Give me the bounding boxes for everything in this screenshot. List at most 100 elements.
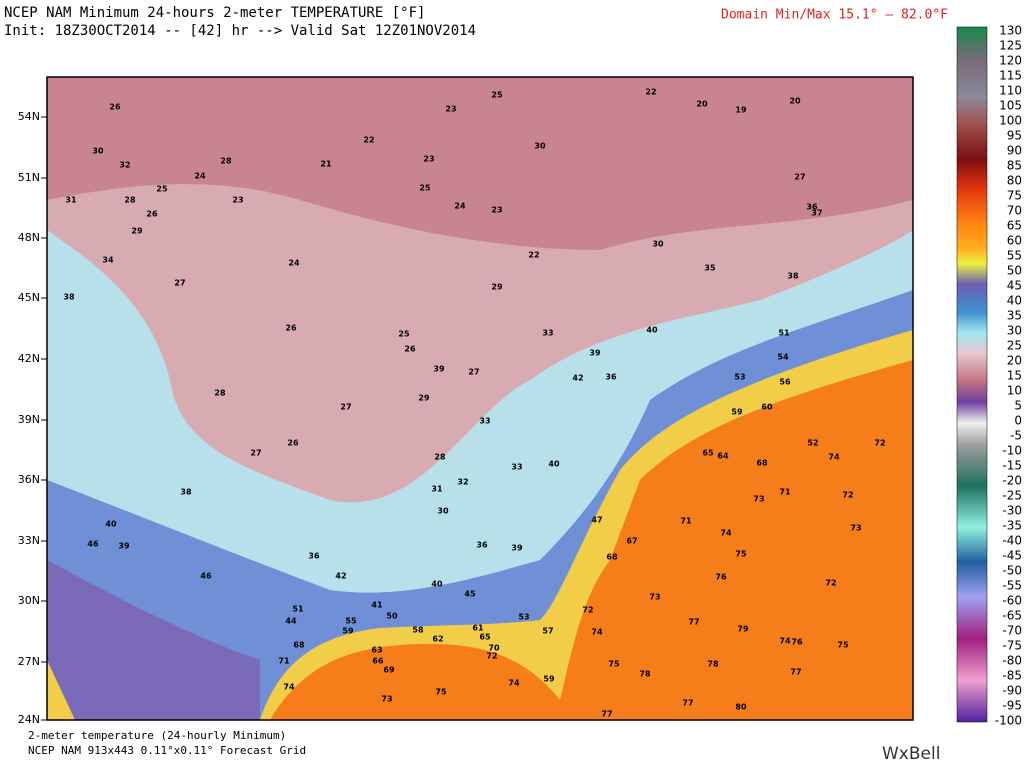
station-value: 27	[174, 279, 185, 288]
colorbar-label: 95	[1007, 129, 1022, 143]
colorbar-label: 65	[1007, 219, 1022, 233]
latitude-label: 42N	[18, 352, 40, 365]
station-value: 58	[412, 626, 424, 635]
station-value: 24	[194, 172, 206, 181]
station-value: 75	[608, 660, 620, 669]
latitude-label: 24N	[18, 713, 40, 726]
colorbar-label: 70	[1007, 204, 1022, 218]
latitude-label: 27N	[18, 655, 40, 668]
colorbar-label: -25	[1002, 489, 1022, 503]
station-value: 54	[777, 353, 789, 362]
station-value: 50	[386, 612, 398, 621]
brand: WxBell	[882, 744, 940, 764]
station-value: 40	[431, 580, 443, 589]
colorbar-label: -85	[1002, 669, 1022, 683]
station-value: 40	[548, 460, 560, 469]
station-value: 56	[779, 378, 791, 387]
colorbar-label: 115	[999, 69, 1022, 83]
station-value: 63	[371, 646, 382, 655]
colorbar-label: 85	[1007, 159, 1022, 173]
station-value: 61	[472, 624, 484, 633]
station-value: 73	[753, 495, 764, 504]
station-value: 51	[778, 329, 790, 338]
latitude-label: 51N	[18, 171, 40, 184]
station-value: 73	[850, 524, 861, 533]
station-value: 72	[486, 652, 497, 661]
colorbar-labels: 1301251201151101051009590858075706560555…	[995, 24, 1022, 728]
station-value: 32	[119, 161, 130, 170]
station-value: 68	[606, 553, 618, 562]
station-value: 74	[283, 683, 295, 692]
station-value: 30	[652, 240, 664, 249]
colorbar-label: -45	[1002, 549, 1022, 563]
station-value: 22	[363, 136, 374, 145]
station-value: 27	[340, 403, 351, 412]
init-line: Init: 18Z30OCT2014 -- [42] hr --> Valid …	[4, 23, 476, 39]
station-value: 39	[433, 365, 445, 374]
map-frame	[46, 76, 914, 721]
station-value: 72	[825, 579, 836, 588]
station-values: 26 30 32 25 31 28 26 24 23 28 22 21 23 25 24 23 22 25 23 30…	[63, 88, 885, 719]
station-value: 59	[731, 408, 743, 417]
station-value: 68	[293, 641, 305, 650]
colorbar-label: -10	[1002, 444, 1022, 458]
station-value: 73	[649, 593, 660, 602]
station-value: 60	[761, 403, 773, 412]
station-value: 39	[589, 349, 601, 358]
station-value: 20	[696, 100, 708, 109]
station-value: 46	[200, 572, 212, 581]
colorbar-label: -90	[1002, 684, 1022, 698]
colorbar	[956, 26, 988, 723]
colorbar-label: 110	[999, 84, 1022, 98]
colorbar-label: -65	[1002, 609, 1022, 623]
station-value: 28	[214, 389, 226, 398]
colorbar-label: -15	[1002, 459, 1022, 473]
colorbar-label: 100	[999, 114, 1022, 128]
station-value: 26	[287, 439, 299, 448]
station-value: 31	[65, 196, 77, 205]
domain-minmax: Domain Min/Max 15.1° – 82.0°F	[721, 8, 948, 23]
station-value: 23	[232, 196, 243, 205]
station-value: 19	[735, 106, 747, 115]
station-value: 71	[779, 488, 791, 497]
station-value: 62	[432, 635, 443, 644]
colorbar-label: -55	[1002, 579, 1022, 593]
colorbar-label: 60	[1007, 234, 1022, 248]
station-value: 26	[146, 210, 158, 219]
colorbar-label: -75	[1002, 639, 1022, 653]
colorbar-label: -60	[1002, 594, 1022, 608]
station-value: 35	[704, 264, 716, 273]
station-value: 36	[806, 203, 818, 212]
station-value: 39	[511, 544, 523, 553]
station-value: 71	[680, 517, 692, 526]
colorbar-label: 25	[1007, 339, 1022, 353]
station-value: 33	[511, 463, 522, 472]
station-value: 24	[288, 259, 300, 268]
station-value: 52	[807, 439, 818, 448]
colorbar-label: 130	[999, 24, 1022, 38]
station-value: 73	[381, 695, 392, 704]
station-value: 38	[787, 272, 799, 281]
map	[46, 76, 914, 721]
colorbar-label: -35	[1002, 519, 1022, 533]
station-value: 26	[404, 345, 416, 354]
station-value: 64	[717, 452, 729, 461]
station-value: 46	[87, 540, 99, 549]
colorbar-label: 35	[1007, 309, 1022, 323]
ocean-warm	[270, 360, 913, 720]
colorbar-label: 30	[1007, 324, 1022, 338]
station-value: 38	[180, 488, 192, 497]
footer-line1: 2-meter temperature (24-hourly Minimum)	[28, 729, 286, 742]
colorbar-label: 75	[1007, 189, 1022, 203]
station-value: 27	[794, 173, 805, 182]
colorbar-label: -80	[1002, 654, 1022, 668]
colorbar-label: 45	[1007, 279, 1022, 293]
station-value: 42	[335, 572, 346, 581]
station-value: 22	[528, 251, 539, 260]
station-value: 36	[605, 373, 617, 382]
purple-southwest	[47, 560, 260, 720]
station-value: 29	[491, 283, 503, 292]
station-value: 23	[423, 155, 434, 164]
station-value: 77	[682, 699, 693, 708]
